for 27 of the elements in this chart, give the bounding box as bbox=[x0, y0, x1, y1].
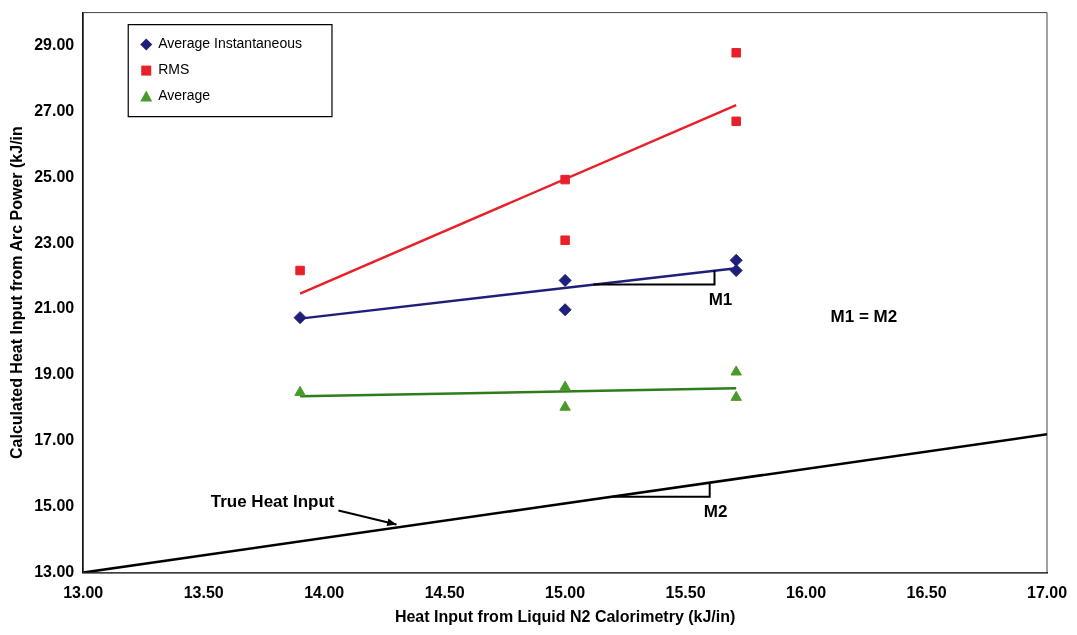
x-tick-label: 16.00 bbox=[786, 583, 827, 601]
y-tick-label: 13.00 bbox=[34, 563, 75, 581]
y-tick-label: 23.00 bbox=[34, 233, 75, 251]
x-tick-label: 17.00 bbox=[1026, 583, 1068, 601]
x-axis-title: Heat Input from Liquid N2 Calorimetry (kJ/in) bbox=[394, 607, 736, 625]
y-tick-label: 15.00 bbox=[34, 497, 75, 515]
y-tick-label: 19.00 bbox=[34, 365, 75, 383]
y-tick-label: 17.00 bbox=[34, 431, 75, 449]
legend-label: Average Instantaneous bbox=[158, 35, 302, 52]
annotation: M1 = M2 bbox=[830, 307, 898, 327]
legend-label: Average bbox=[158, 87, 211, 104]
x-tick-label: 15.50 bbox=[665, 583, 706, 601]
x-tick-label: 15.00 bbox=[545, 583, 586, 601]
y-tick-label: 25.00 bbox=[34, 167, 75, 185]
annotation: M2 bbox=[703, 502, 728, 522]
x-tick-label: 13.50 bbox=[183, 583, 224, 601]
y-tick-label: 29.00 bbox=[34, 35, 75, 53]
legend-label: RMS bbox=[158, 61, 190, 78]
x-tick-label: 13.00 bbox=[63, 583, 104, 601]
annotation: True Heat Input bbox=[210, 492, 335, 512]
y-axis-title: Calculated Heat Input from Arc Power (kJ/in bbox=[8, 126, 26, 460]
annotation: M1 bbox=[708, 290, 733, 310]
y-tick-label: 27.00 bbox=[34, 101, 75, 119]
x-tick-label: 16.50 bbox=[906, 583, 947, 601]
y-tick-label: 21.00 bbox=[34, 299, 75, 317]
x-tick-label: 14.00 bbox=[304, 583, 345, 601]
x-tick-label: 14.50 bbox=[424, 583, 465, 601]
